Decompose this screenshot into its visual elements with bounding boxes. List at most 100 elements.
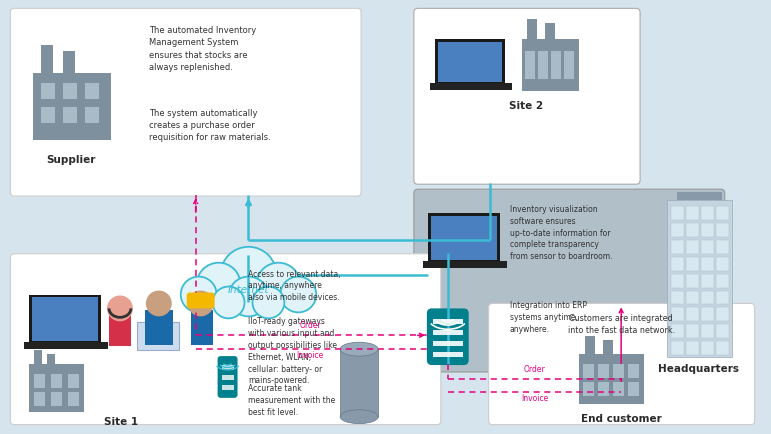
Text: Integration into ERP
systems anytime,
anywhere.: Integration into ERP systems anytime, an… — [510, 302, 587, 334]
Bar — [585, 336, 595, 354]
Bar — [715, 341, 729, 355]
Bar — [667, 200, 732, 357]
Bar — [701, 324, 714, 338]
Bar — [545, 23, 555, 39]
Bar — [701, 307, 714, 321]
Bar — [29, 364, 84, 412]
Bar — [433, 341, 463, 346]
Text: IIoT-ready gateways
with various input and
output possibilities like
Ethernet, W: IIoT-ready gateways with various input a… — [248, 317, 338, 385]
Bar — [671, 307, 684, 321]
Bar — [63, 51, 75, 73]
Circle shape — [252, 286, 284, 319]
Bar — [538, 51, 548, 79]
Circle shape — [281, 276, 316, 312]
Text: The system automatically
creates a purchase order
requisition for raw materials.: The system automatically creates a purch… — [149, 108, 271, 142]
Bar — [551, 51, 561, 79]
Bar — [34, 350, 42, 364]
Bar — [51, 374, 62, 388]
Circle shape — [221, 247, 276, 302]
Bar — [431, 216, 497, 260]
Ellipse shape — [340, 342, 378, 356]
Bar — [715, 223, 729, 237]
Bar — [671, 290, 684, 304]
Text: Order: Order — [299, 321, 322, 330]
Bar — [598, 382, 609, 396]
Bar — [686, 240, 699, 254]
Bar — [686, 307, 699, 321]
Text: Customers are integrated
into the fast data network.: Customers are integrated into the fast d… — [567, 314, 675, 335]
Bar — [584, 382, 594, 396]
Bar — [29, 295, 101, 344]
Circle shape — [197, 263, 241, 306]
Bar — [671, 240, 684, 254]
Bar — [671, 324, 684, 338]
Bar — [34, 392, 45, 406]
Bar — [613, 364, 625, 378]
Bar — [109, 314, 131, 346]
Bar — [526, 51, 535, 79]
Bar — [433, 352, 463, 357]
Bar — [428, 213, 500, 263]
Bar — [63, 107, 77, 123]
Circle shape — [180, 276, 217, 312]
Bar — [34, 374, 45, 388]
Ellipse shape — [340, 410, 378, 424]
Bar — [677, 192, 722, 200]
Bar — [686, 290, 699, 304]
Bar — [628, 382, 639, 396]
Bar — [686, 257, 699, 271]
Bar — [145, 310, 173, 345]
Text: Accurate tank
measurement with the
best fit level.: Accurate tank measurement with the best … — [248, 384, 335, 417]
Bar — [221, 365, 234, 370]
Bar — [701, 257, 714, 271]
Bar — [686, 206, 699, 220]
FancyBboxPatch shape — [10, 254, 441, 424]
Bar — [701, 290, 714, 304]
Circle shape — [107, 296, 133, 321]
Bar — [701, 240, 714, 254]
Bar — [579, 354, 644, 404]
FancyBboxPatch shape — [489, 303, 755, 424]
Bar — [63, 83, 77, 99]
Text: Order: Order — [524, 365, 545, 374]
Bar — [715, 290, 729, 304]
Bar — [584, 364, 594, 378]
Bar — [25, 342, 108, 349]
Bar — [686, 223, 699, 237]
Bar — [603, 340, 613, 354]
Bar — [32, 297, 98, 341]
Text: Inventory visualization
software ensures
up-to-date information for
complete tra: Inventory visualization software ensures… — [510, 205, 612, 261]
Bar — [433, 330, 463, 335]
Text: Headquarters: Headquarters — [658, 364, 739, 374]
Bar — [671, 206, 684, 220]
Bar — [435, 39, 504, 85]
Bar — [85, 83, 99, 99]
FancyBboxPatch shape — [427, 309, 469, 365]
Text: Site 2: Site 2 — [510, 101, 544, 111]
Bar — [521, 39, 579, 91]
Text: Invoice: Invoice — [297, 351, 324, 360]
Bar — [190, 310, 213, 345]
Bar — [715, 257, 729, 271]
Bar — [564, 51, 574, 79]
Text: Access to relevant data,
anytime, anywhere
also via mobile devices.: Access to relevant data, anytime, anywhe… — [248, 270, 341, 302]
Circle shape — [257, 263, 301, 306]
Bar — [715, 206, 729, 220]
Circle shape — [228, 276, 268, 316]
Bar — [686, 341, 699, 355]
Text: Site 1: Site 1 — [104, 417, 138, 427]
Bar — [701, 206, 714, 220]
Bar — [68, 392, 79, 406]
Bar — [340, 349, 378, 417]
Bar — [423, 261, 507, 268]
Bar — [671, 273, 684, 288]
Bar — [628, 364, 639, 378]
Bar — [671, 341, 684, 355]
Bar — [715, 324, 729, 338]
Circle shape — [213, 286, 244, 319]
Bar — [137, 322, 179, 350]
Bar — [430, 83, 511, 90]
Bar — [41, 83, 56, 99]
Bar — [33, 73, 111, 141]
Circle shape — [146, 290, 172, 316]
